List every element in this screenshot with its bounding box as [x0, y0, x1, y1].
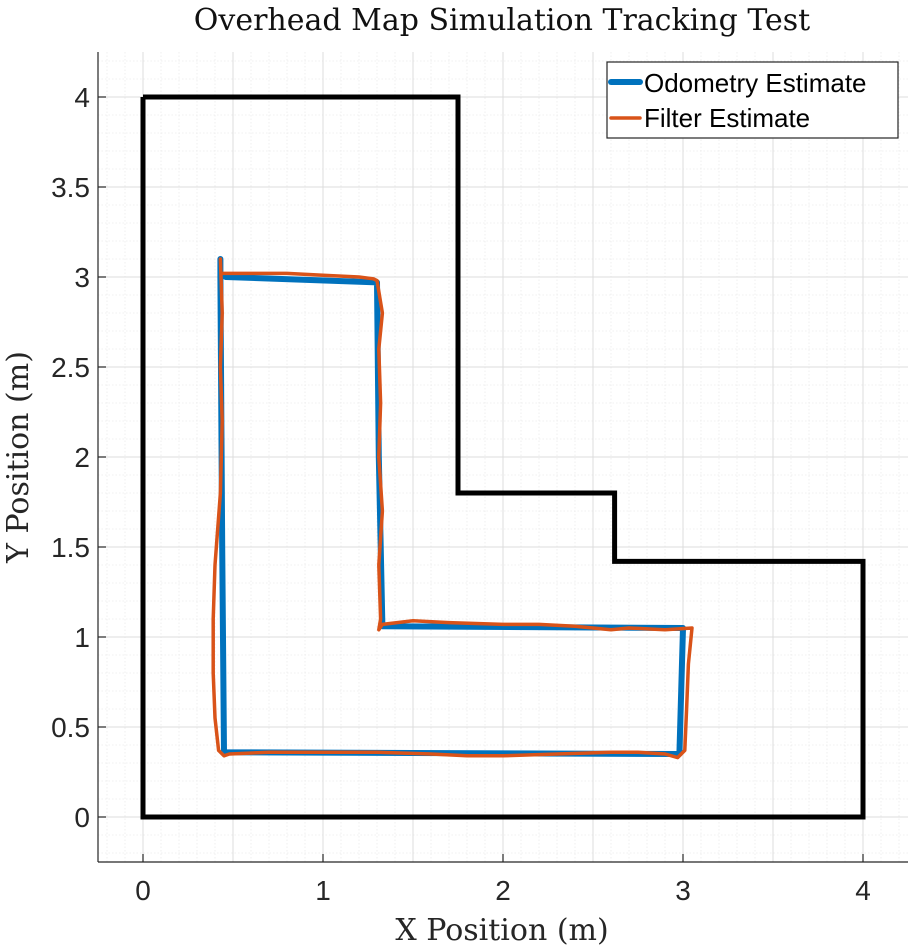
series-layer: [211, 256, 694, 760]
legend: Odometry Estimate Filter Estimate: [606, 61, 899, 139]
y-tick-label: 2.5: [51, 352, 90, 383]
series-line-odometry-estimate: [217, 256, 686, 757]
y-tick-label: 1.5: [51, 532, 90, 563]
series-line-filter-estimate: [211, 257, 694, 760]
legend-entry-odometry-estimate: Odometry Estimate: [644, 68, 867, 98]
y-tick-label: 3.5: [51, 172, 90, 203]
legend-entry-filter-estimate: Filter Estimate: [644, 103, 810, 133]
map-boundary-line: [140, 94, 866, 820]
map-boundary-layer: [140, 94, 866, 820]
y-ticks: 0 0.5 1 1.5 2 2.5 3 3.5 4: [51, 82, 106, 833]
x-tick-label: 2: [495, 875, 511, 906]
y-tick-label: 4: [74, 82, 90, 113]
y-axis-label: Y Position (m): [1, 351, 36, 564]
x-ticks: 0 1 2 3 4: [135, 854, 871, 906]
x-tick-label: 0: [135, 875, 151, 906]
x-tick-label: 3: [675, 875, 691, 906]
y-tick-label: 2: [74, 442, 90, 473]
y-tick-label: 0.5: [51, 712, 90, 743]
x-tick-label: 1: [315, 875, 331, 906]
chart-title: Overhead Map Simulation Tracking Test: [194, 3, 810, 38]
y-tick-label: 0: [74, 802, 90, 833]
y-tick-label: 1: [74, 622, 90, 653]
x-axis-label: X Position (m): [395, 913, 608, 948]
legend-box: [606, 61, 899, 139]
x-tick-label: 4: [855, 875, 871, 906]
y-tick-label: 3: [74, 262, 90, 293]
